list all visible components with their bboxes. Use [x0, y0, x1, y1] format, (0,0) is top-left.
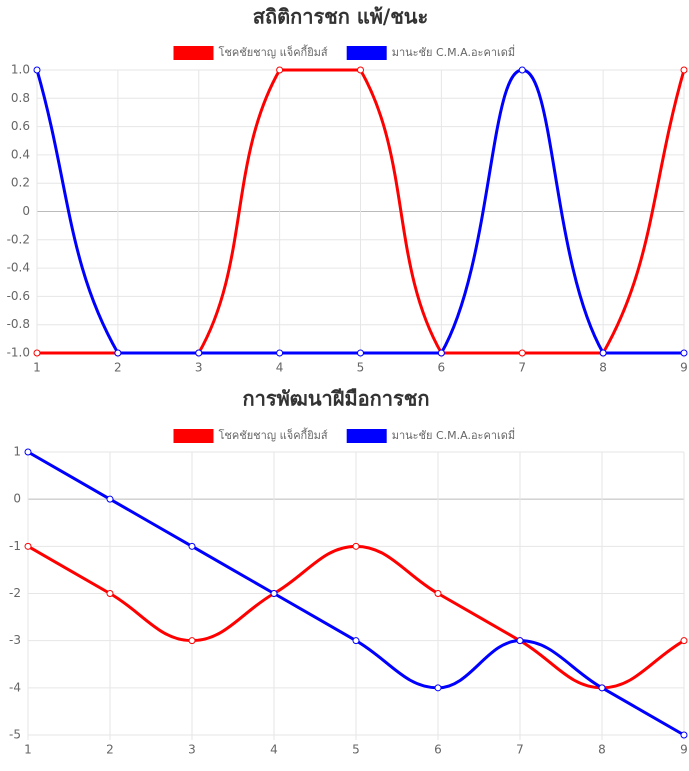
- data-point: [276, 349, 284, 357]
- data-point: [270, 590, 278, 597]
- data-point: [598, 684, 606, 692]
- legend-swatch: [346, 46, 387, 60]
- data-point: [195, 349, 203, 357]
- y-tick-label: -1.0: [7, 346, 30, 360]
- data-point: [352, 637, 360, 645]
- data-point: [276, 66, 284, 74]
- x-tick-label: 2: [114, 361, 122, 375]
- x-tick-label: 4: [276, 361, 284, 375]
- data-point: [188, 637, 196, 645]
- data-point: [516, 637, 524, 645]
- x-tick-label: 3: [195, 361, 203, 375]
- y-tick-label: 0.6: [11, 119, 30, 133]
- legend-swatch: [173, 429, 214, 443]
- y-tick-label: -3: [9, 633, 21, 647]
- series-line: [27, 450, 685, 737]
- y-tick-label: 0: [13, 492, 21, 506]
- y-tick-label: -1: [9, 539, 21, 553]
- data-point: [24, 542, 32, 550]
- y-tick-label: 1.0: [11, 63, 30, 77]
- x-tick-label: 7: [516, 743, 524, 757]
- y-tick-label: -0.8: [7, 317, 30, 331]
- y-tick-label: 1: [13, 445, 21, 459]
- data-point: [599, 349, 607, 357]
- data-point: [352, 542, 360, 550]
- data-point: [680, 637, 688, 645]
- y-tick-label: -0.4: [7, 261, 30, 275]
- x-tick-label: 5: [357, 361, 365, 375]
- data-point: [437, 349, 445, 357]
- y-tick-label: -2: [9, 586, 21, 600]
- x-tick-label: 4: [270, 743, 278, 757]
- x-tick-label: 8: [598, 743, 606, 757]
- data-point: [33, 349, 41, 357]
- data-point: [106, 495, 114, 503]
- x-tick-label: 6: [438, 361, 446, 375]
- x-tick-label: 3: [188, 743, 196, 757]
- x-tick-label: 9: [680, 361, 688, 375]
- chart-title: สถิติการชก แพ้/ชนะ: [253, 5, 428, 29]
- data-point: [680, 731, 688, 739]
- data-point: [114, 349, 122, 357]
- y-tick-label: 0.8: [11, 91, 30, 105]
- data-point: [434, 684, 442, 692]
- x-tick-label: 9: [680, 743, 688, 757]
- x-tick-label: 1: [33, 361, 41, 375]
- x-tick-label: 6: [434, 743, 442, 757]
- data-point: [24, 448, 32, 456]
- y-tick-label: -4: [9, 680, 21, 694]
- data-point: [33, 66, 41, 74]
- data-point: [188, 542, 196, 550]
- y-tick-label: -5: [9, 728, 21, 742]
- legend-label: มานะชัย C.M.A.อะคาเดมี่: [392, 427, 515, 442]
- x-tick-label: 8: [599, 361, 607, 375]
- data-point: [680, 349, 688, 357]
- x-tick-label: 5: [352, 743, 360, 757]
- x-tick-label: 1: [24, 743, 32, 757]
- x-tick-label: 7: [518, 361, 526, 375]
- y-tick-label: 0.2: [11, 176, 30, 190]
- data-point: [106, 590, 114, 597]
- legend-label: โชคชัยชาญ แจ็คกี้ยิมส์: [219, 44, 328, 59]
- data-point: [518, 66, 526, 74]
- y-tick-label: -0.2: [7, 232, 30, 246]
- data-point: [357, 349, 364, 357]
- data-point: [357, 66, 364, 74]
- data-point: [518, 349, 526, 357]
- legend-label: มานะชัย C.M.A.อะคาเดมี่: [392, 44, 515, 59]
- legend-swatch: [346, 429, 387, 443]
- data-point: [434, 590, 442, 597]
- y-tick-label: -0.6: [7, 289, 30, 303]
- legend-label: โชคชัยชาญ แจ็คกี้ยิมส์: [219, 427, 328, 442]
- y-tick-label: 0.4: [11, 147, 30, 161]
- data-point: [680, 66, 688, 74]
- y-tick-label: 0: [22, 204, 30, 218]
- legend-swatch: [173, 46, 214, 60]
- x-tick-label: 2: [106, 743, 114, 757]
- chart-title: การพัฒนาฝีมือการชก: [243, 387, 430, 411]
